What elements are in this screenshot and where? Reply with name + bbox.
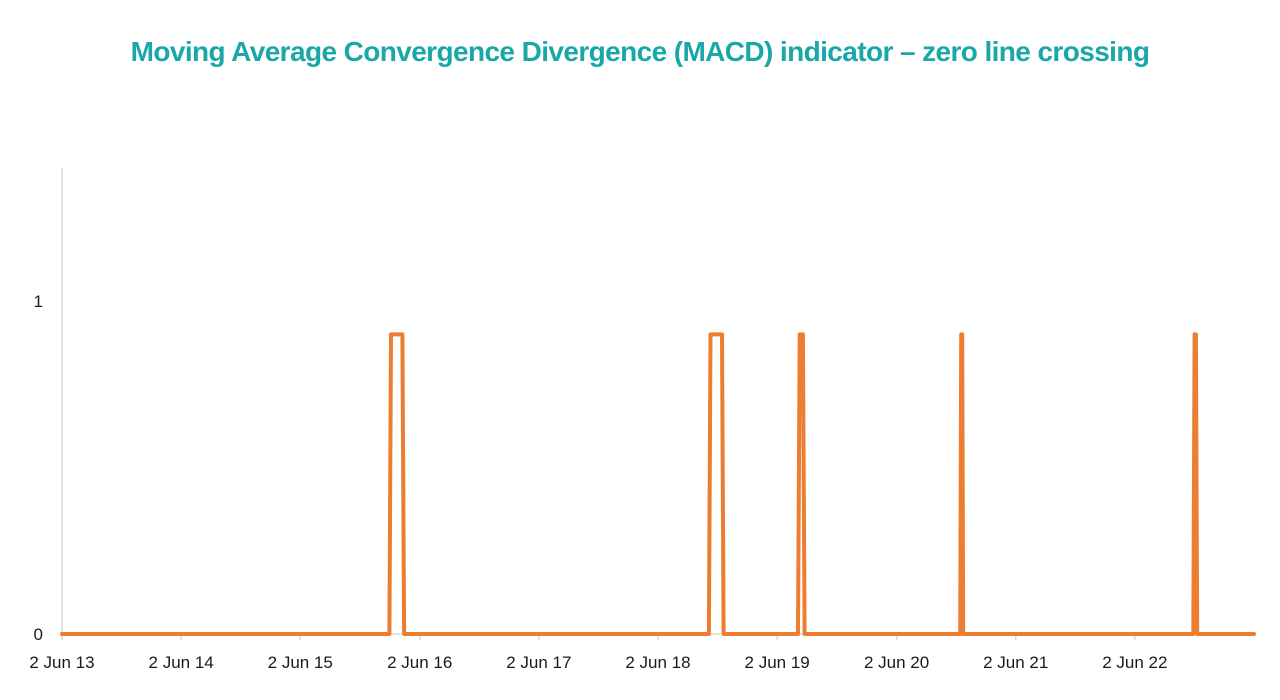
chart-title: Moving Average Convergence Divergence (M…: [130, 36, 1150, 67]
x-tick-label: 2 Jun 17: [506, 653, 571, 672]
x-tick-label: 2 Jun 13: [29, 653, 94, 672]
y-tick-label: 0: [34, 625, 43, 644]
x-tick-label: 2 Jun 18: [625, 653, 690, 672]
x-tick-label: 2 Jun 19: [745, 653, 810, 672]
x-tick-label: 2 Jun 22: [1102, 653, 1167, 672]
series-line: [60, 332, 1256, 636]
x-axis-ticks: 2 Jun 13 2 Jun 14 2 Jun 15 2 Jun 16 2 Jun 17…: [29, 634, 1167, 672]
x-tick-label: 2 Jun 14: [149, 653, 214, 672]
y-tick-label: 1: [34, 292, 43, 311]
y-axis-ticks: 01: [34, 292, 43, 644]
x-tick-label: 2 Jun 21: [983, 653, 1048, 672]
series-layer: [60, 332, 1256, 636]
x-tick-label: 2 Jun 16: [387, 653, 452, 672]
x-tick-label: 2 Jun 15: [268, 653, 333, 672]
x-tick-label: 2 Jun 20: [864, 653, 929, 672]
